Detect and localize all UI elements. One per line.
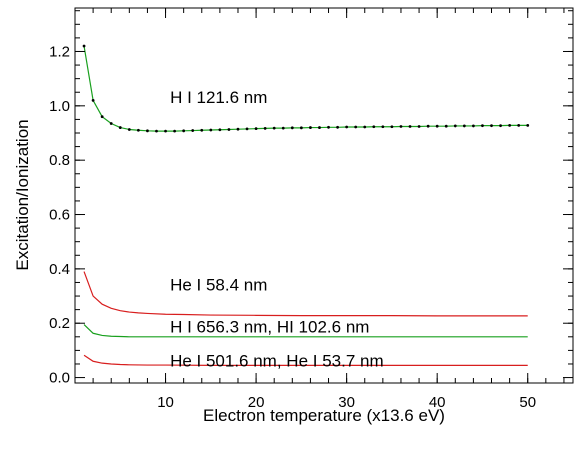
- x-tick-label: 20: [248, 394, 265, 411]
- series-annotation-1: H I 121.6 nm: [170, 88, 267, 107]
- x-tick-label: 40: [429, 394, 446, 411]
- plot-area: [74, 7, 574, 384]
- y-tick-label: 0.6: [49, 207, 70, 224]
- series-1-point: [155, 129, 158, 133]
- series-1-point: [218, 128, 222, 132]
- series-1-point: [182, 129, 186, 133]
- series-line-2: [83, 271, 528, 317]
- x-tick-label: 30: [338, 394, 355, 411]
- series-1-point: [82, 44, 86, 48]
- series-1-point: [136, 128, 140, 132]
- series-1-point: [345, 125, 349, 129]
- series-1-point: [100, 115, 104, 119]
- series-1-point: [290, 126, 294, 130]
- series-1-point: [354, 125, 358, 129]
- series-1-point: [390, 125, 394, 129]
- y-tick-label: 0.2: [49, 315, 70, 332]
- series-1-point: [526, 123, 530, 127]
- series-1-point: [444, 124, 448, 128]
- series-1-point: [508, 123, 512, 127]
- series-1-point: [127, 128, 131, 131]
- series-1-point: [517, 123, 521, 127]
- x-axis-label: Electron temperature (x13.6 eV): [203, 406, 445, 425]
- series-1-point: [481, 124, 484, 128]
- series-1-point: [363, 125, 367, 129]
- series-1-point: [408, 125, 412, 128]
- series-line-1: [83, 45, 528, 132]
- series-1-point: [173, 129, 177, 133]
- series-1-point: [109, 122, 113, 125]
- series-1-point: [200, 128, 204, 132]
- x-tick-label: 10: [157, 394, 174, 411]
- series-layer: [82, 44, 530, 366]
- ticks-layer: 10 20 30 40 50 0.0 0.2 0.4 0.6 0.8 1.0 1.2: [49, 8, 573, 411]
- series-1-point: [146, 129, 149, 133]
- series-1-point: [336, 125, 339, 129]
- series-1-point: [209, 128, 213, 132]
- annotations-layer: H I 121.6 nm He I 58.4 nm H I 656.3 nm, HI…: [170, 88, 384, 371]
- series-line-3: [83, 324, 528, 338]
- series-1-point: [318, 126, 321, 129]
- series-1-point: [372, 125, 376, 129]
- series-1-point: [118, 126, 122, 129]
- series-1-point: [245, 127, 249, 131]
- series-1-point: [462, 124, 466, 128]
- series-line-4: [83, 354, 528, 366]
- y-tick-label: 0.8: [49, 152, 70, 169]
- series-annotation-3: H I 656.3 nm, HI 102.6 nm: [170, 318, 369, 337]
- series-1-point: [272, 126, 276, 130]
- series-1-point: [499, 124, 502, 128]
- y-axis-label: Excitation/Ionization: [13, 119, 32, 270]
- series-1-point: [490, 124, 493, 128]
- series-1-point: [309, 126, 312, 129]
- series-1-point: [254, 127, 258, 131]
- series-1-point: [472, 124, 475, 128]
- series-annotation-4: He I 501.6 nm, He I 53.7 nm: [170, 352, 384, 371]
- series-1-point: [227, 128, 231, 131]
- series-1-point: [236, 127, 240, 131]
- series-1-point: [417, 125, 421, 128]
- series-1-point: [191, 129, 195, 132]
- series-1-point: [399, 125, 403, 128]
- y-tick-label: 0.4: [49, 261, 70, 278]
- series-1-point: [435, 124, 439, 128]
- series-1-point: [281, 126, 285, 130]
- series-1-point: [426, 124, 430, 128]
- series-1-point: [164, 129, 167, 133]
- y-tick-label: 1.0: [49, 98, 70, 115]
- series-1-point: [453, 124, 457, 128]
- y-tick-label: 1.2: [49, 43, 70, 60]
- series-1-point: [91, 98, 95, 102]
- series-annotation-2: He I 58.4 nm: [170, 276, 267, 295]
- y-tick-label: 0.0: [49, 370, 70, 387]
- series-1-point: [327, 125, 330, 129]
- series-1-point: [299, 126, 303, 130]
- series-1-point: [263, 126, 267, 130]
- x-tick-label: 50: [519, 394, 536, 411]
- series-1-point: [381, 125, 385, 129]
